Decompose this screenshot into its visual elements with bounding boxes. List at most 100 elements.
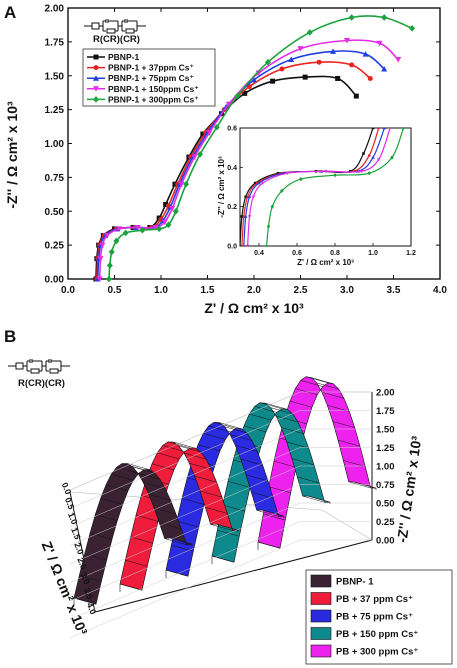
b-x-tick-label: 2.0 [72,541,86,556]
inset-data-point [348,169,352,173]
x-tick-label: 2.5 [294,285,308,296]
ribbon-hatch [203,433,226,440]
inset-series-4 [264,128,406,246]
data-point [395,56,402,63]
ribbon-hatch [73,597,97,605]
ribbon-hatch [219,422,242,429]
chart-b-legend-item-4: PB + 300 ppm Cs⁺ [310,644,418,658]
data-point [206,130,213,136]
ribbon-hatch [297,476,320,484]
ribbon-hatch [205,507,228,514]
ribbon-hatch [162,445,185,452]
ribbon-hatch [210,524,233,531]
inset-data-point [253,181,257,185]
data-point [213,123,220,131]
ribbon-hatch [240,458,263,466]
inset-x-label: Z' / Ω cm² x 10³ [297,258,354,267]
legend-marker [93,65,99,71]
legend-label: PBNP-1 + 300ppm Cs⁺ [108,94,199,104]
inset-data-point [389,128,392,130]
chart-b-z-ticks: 0.00 0.25 0.50 0.75 1.00 1.25 1.50 1.75 2.00 [69,388,395,639]
chart-b-circuit-label: R(CR)(CR) [18,378,65,389]
ribbon-hatch [125,559,148,567]
circuit-diagram-icon [84,19,146,34]
z-gridline-back [69,502,301,602]
ribbon-hatch [111,473,134,481]
panel-label: A [4,3,16,22]
z-tick-label: 2.00 [376,388,395,399]
ribbon-hatch [286,441,309,449]
chart-a-x-ticks: 0.0 0.5 1.0 1.5 2.0 2.5 3.0 3.5 4.0 [61,8,447,296]
legend-label: PBNP-1 + 75ppm Cs⁺ [108,73,194,83]
chart-b-legend-item-0: PBNP- 1 [310,574,374,588]
x-tick-label: 3.0 [340,285,354,296]
ribbon-hatch [321,391,345,399]
ribbon-hatch [148,494,171,501]
z-tick-label: 1.00 [376,462,395,473]
ribbon-hatch [257,541,281,549]
inset-data-point [333,173,337,178]
ribbon-hatch [273,460,297,468]
y-tick-label: 0.50 [45,207,65,218]
data-point [264,58,271,66]
ribbon-hatch [348,481,371,489]
data-point [349,62,355,68]
x-tick-label: 1.0 [154,285,168,296]
inset-data-point [276,171,280,175]
z-tick-label: 0.50 [376,499,395,510]
x-tick-label: 0.0 [61,285,75,296]
ribbon-hatch [213,422,237,429]
z-gridline-back [69,428,301,528]
b-x-tick-label: 0.0 [60,481,74,496]
data-point [270,78,276,84]
data-point [183,180,190,188]
data-point [348,14,355,21]
data-point [163,201,169,207]
inset-data-point [376,158,381,162]
inset-y-tick-label: 0.0 [227,244,237,251]
ribbon-hatch [165,569,189,577]
ribbon-hatch [217,529,240,537]
ribbon-hatch [229,434,253,441]
legend-label: PBNP-1 [108,52,139,62]
inset-data-point [270,204,275,209]
data-point [116,226,123,232]
inset-data-point [240,215,244,218]
inset-data-point [245,244,250,246]
chart-a-series-3 [96,38,402,282]
inset-data-point [299,177,303,182]
chart-b-legend-item-3: PB + 150 ppm Cs⁺ [310,627,418,640]
chart-b-ribbons [73,376,377,606]
data-point [316,59,322,65]
inset-data-point [251,195,256,199]
ribbon-hatch [164,538,187,545]
ribbon-hatch [181,498,205,505]
data-point [106,262,113,269]
inset-data-point [261,181,265,185]
legend-label: PBNP-1 + 37ppm Cs⁺ [108,63,194,73]
data-point [288,56,295,62]
data-point [97,256,104,262]
z-gridline-back [69,484,301,583]
legend-swatch [310,609,332,623]
ribbon-hatch [153,507,177,515]
data-point [234,92,241,100]
inset-data-point [257,181,261,185]
z-gridline-back [69,539,301,639]
ribbon-hatch [105,484,129,492]
inset-data-point [390,155,394,160]
data-point [105,275,112,283]
x-tick-label: 2.0 [247,285,261,296]
inset-x-tick-label: 1.2 [406,250,416,257]
data-point [165,221,172,229]
y-tick-label: 1.00 [45,139,65,150]
ribbon-hatch [245,474,269,482]
inset-data-point [264,243,269,246]
z-gridline-back [69,447,301,546]
ribbon-hatch [256,510,279,517]
chart-a-series [93,14,416,283]
ribbon-hatch [227,481,251,488]
ribbon-hatch [137,473,161,480]
chart-a-y-label: -Z'' / Ω cm² x 10³ [4,101,20,209]
